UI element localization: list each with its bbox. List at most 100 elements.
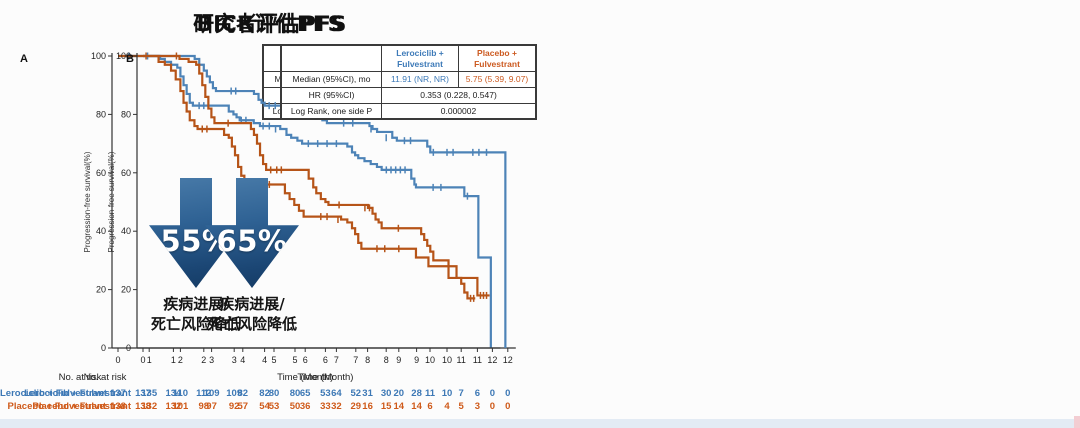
risk-row-label: Placebo + Fulvestrant (32, 401, 131, 412)
x-tick-label: 0 (115, 355, 120, 365)
stats-col-placebo: Placebo + Fulvestrant (458, 44, 536, 73)
risk-count: 92 (228, 401, 240, 412)
risk-row-lerociclib: Lerociclib + Fulvestrant 137 134 112 109 82 80… (0, 388, 540, 400)
risk-count: 57 (237, 401, 249, 412)
risk-row-placebo: Placebo + Fulvestrant 138 132 101 97 57 53 36 32… (0, 401, 540, 413)
x-axis-title: Time (Month) (297, 372, 354, 383)
y-tick-label: 100 (91, 51, 106, 61)
risk-count: 14 (393, 401, 405, 412)
risk-count: 5 (458, 401, 464, 412)
risk-reduction-percent: 65% (216, 223, 288, 258)
risk-table-a: No. at risk Time (Month) Lerociclib + Ful… (0, 372, 540, 418)
risk-count: 11 (424, 388, 436, 399)
risk-count: 53 (320, 388, 331, 399)
caption-line-2: 死亡风险降低 (150, 314, 241, 333)
risk-count: 112 (196, 388, 212, 399)
km-curve (118, 54, 492, 348)
risk-count: 15 (380, 401, 392, 412)
risk-count: 80 (268, 388, 280, 399)
risk-count: 3 (474, 401, 481, 412)
x-tick-label: 10 (425, 355, 435, 365)
panel-bicr-pfs: BICR评估PFS 0 20 40 60 80 100 0 1 2 3 4 5 6 7 8 9 10 11 12 Pr… (0, 0, 540, 420)
risk-count: 80 (289, 388, 301, 399)
x-tick-label: 7 (353, 355, 358, 365)
x-tick-label: 3 (232, 355, 237, 365)
x-tick-label: 5 (271, 355, 276, 365)
bottom-strip (0, 419, 1080, 428)
x-tick-label: 4 (262, 355, 267, 365)
x-tick-label: 6 (303, 355, 308, 365)
y-tick-label: 80 (96, 109, 106, 119)
risk-count: 132 (165, 401, 182, 412)
risk-count: 97 (206, 401, 217, 412)
risk-count: 0 (505, 388, 511, 399)
y-tick-label: 60 (96, 168, 106, 178)
y-tick-label: 60 (121, 168, 131, 178)
y-tick-label: 40 (96, 226, 106, 236)
stats-row-median-label: Median (95%CI), mo (281, 71, 382, 88)
risk-row-lerociclib: Lerociclib + Fulvestrant 137 135 110 109 82 80… (0, 388, 540, 400)
risk-count: 6 (427, 401, 433, 412)
risk-count: 110 (172, 388, 189, 399)
y-tick-label: 0 (126, 343, 131, 353)
risk-count: 0 (505, 401, 511, 412)
risk-count: 4 (444, 401, 450, 412)
risk-count: 36 (299, 401, 311, 412)
risk-row-label: Placebo + Fulvestrant (7, 401, 106, 412)
risk-reduction-caption: 疾病进展/ 死亡风险降低 (120, 295, 272, 334)
risk-count: 54 (259, 401, 270, 412)
panel-b-chart-area: 0 20 40 60 80 100 0 1 2 3 4 5 6 7 8 9 10 11 12 Progression-… (0, 36, 540, 368)
x-tick-label: 2 (201, 355, 206, 365)
risk-count: 132 (141, 401, 158, 412)
x-tick-label: 2 (178, 355, 183, 365)
risk-count: 65 (299, 388, 311, 399)
risk-count: 52 (350, 388, 362, 399)
caption-line-1: 疾病进展/ (219, 295, 285, 313)
x-tick-label: 10 (442, 355, 452, 365)
risk-count: 82 (259, 388, 270, 399)
risk-count: 10 (441, 388, 453, 399)
x-tick-label: 9 (414, 355, 419, 365)
x-tick-label: 3 (209, 355, 214, 365)
risk-count: 98 (198, 401, 210, 412)
x-tick-label: 11 (473, 355, 482, 365)
risk-count: 20 (393, 388, 405, 399)
panel-letter: B (126, 53, 134, 65)
x-tick-label: 0 (140, 355, 145, 365)
x-tick-label: 8 (384, 355, 389, 365)
risk-count: 109 (226, 388, 243, 399)
risk-count: 30 (380, 388, 392, 399)
x-tick-label: 11 (457, 355, 466, 365)
x-axis-title: Time (Month) (277, 372, 334, 383)
risk-row-placebo: Placebo + Fulvestrant 138 132 98 92 54 50 33 29 1… (0, 401, 540, 413)
risk-meta-row: No. at risk Time (Month) (0, 372, 540, 384)
x-tick-label: 1 (147, 355, 152, 365)
down-arrow-icon: 65% (205, 178, 299, 288)
y-tick-label: 20 (121, 285, 131, 295)
risk-meta-row: No. at risk Time (Month) (0, 372, 540, 384)
caption-line-1: 疾病进展/ (163, 295, 229, 313)
no-at-risk-label: No. at risk (83, 372, 127, 383)
risk-count: 50 (289, 401, 301, 412)
risk-table-b: No. at risk Time (Month) Lerociclib + Ful… (0, 372, 540, 418)
stats-col-lerociclib: Lerociclib + Fulvestrant (381, 44, 459, 73)
x-tick-label: 12 (487, 355, 497, 365)
risk-count: 134 (165, 388, 182, 399)
risk-row-label: Lerociclib + Fulvestrant (0, 388, 107, 399)
y-tick-label: 0 (101, 343, 106, 353)
y-axis-title: Progression-free survival(%) (107, 151, 116, 252)
x-tick-label: 12 (503, 355, 513, 365)
y-tick-label: 100 (116, 51, 131, 61)
risk-count: 53 (268, 401, 280, 412)
stats-p-value: 0.000002 (381, 102, 536, 120)
panel-b-title: BICR评估PFS (196, 12, 344, 36)
risk-count: 138 (110, 401, 126, 412)
risk-count: 109 (203, 388, 220, 399)
risk-count: 138 (135, 401, 151, 412)
km-curve (118, 54, 476, 300)
risk-count: 28 (411, 388, 422, 399)
risk-reduction-callout-b: 65% 疾病进展/ 死亡风险降低 (176, 178, 328, 334)
risk-count: 31 (362, 388, 373, 399)
panel-a-title: 研究者评估PFS (193, 12, 347, 36)
